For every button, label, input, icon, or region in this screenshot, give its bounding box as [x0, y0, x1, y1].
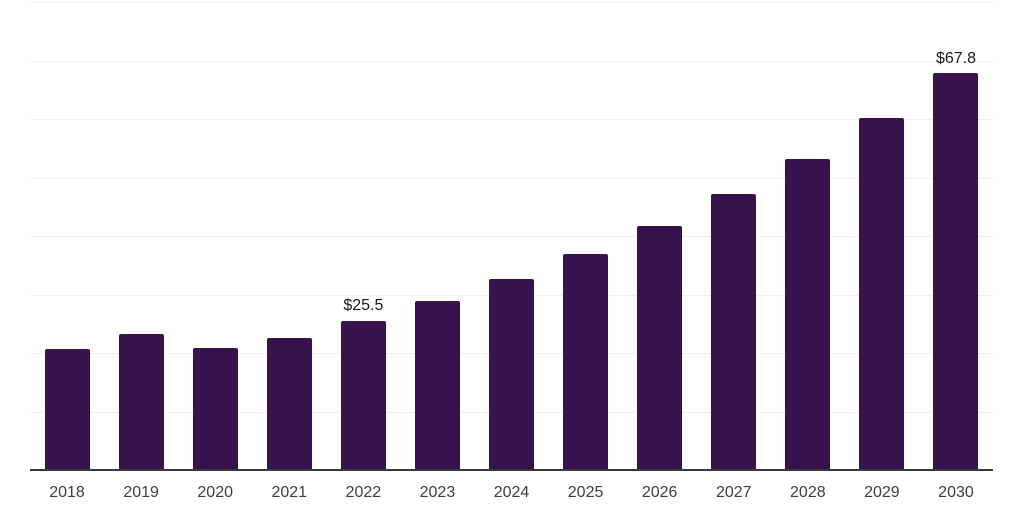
bar-2020: [192, 348, 238, 470]
bar-column-2030: $67.8: [919, 2, 993, 470]
bar-2018: [44, 348, 90, 470]
value-label-2022: $25.5: [343, 297, 384, 315]
bar-2028: [785, 158, 831, 470]
plot-area: $25.5 $67.8: [30, 2, 993, 470]
value-label-2030: $67.8: [935, 49, 976, 67]
bars-container: $25.5 $67.8: [30, 2, 993, 470]
gridline-y-40: [30, 236, 993, 237]
gridline-y-60: [30, 119, 993, 120]
bar-column-2028: [771, 2, 845, 470]
bar-2025: [563, 254, 609, 470]
x-tick-label-2030: 2030: [938, 484, 974, 501]
bar-column-2019: [104, 2, 178, 470]
bar-2021: [266, 338, 312, 470]
x-tick-label-2020: 2020: [197, 484, 233, 501]
x-tick-label-2021: 2021: [271, 484, 308, 501]
bar-column-2022: $25.5: [326, 2, 400, 470]
bar-2019: [118, 333, 164, 470]
x-tick-label-2018: 2018: [49, 484, 85, 501]
bar-2026: [637, 226, 683, 470]
bar-column-2025: [549, 2, 623, 470]
x-tick-label-2029: 2029: [864, 484, 900, 501]
bar-column-2024: [474, 2, 548, 470]
bar-column-2018: [30, 2, 104, 470]
bar-column-2027: [697, 2, 771, 470]
bar-2030: [933, 73, 979, 470]
x-tick-label-2022: 2022: [345, 484, 382, 501]
bar-2027: [711, 194, 757, 470]
x-axis-labels: 2018 2019 2020 2021 2022 2023 2024 2025 2026 2027…: [30, 483, 993, 502]
x-tick-label-2026: 2026: [641, 484, 678, 501]
bar-column-2020: [178, 2, 252, 470]
x-tick-label-2024: 2024: [493, 484, 530, 501]
gridline-y-80: [30, 2, 993, 3]
bar-2029: [859, 118, 905, 470]
bar-2023: [414, 300, 460, 470]
gridline-y-50: [30, 177, 993, 179]
bar-column-2026: [623, 2, 697, 470]
bar-2022: [340, 320, 386, 470]
bar-column-2023: [400, 2, 474, 470]
x-tick-label-2025: 2025: [567, 484, 604, 501]
bar-2024: [489, 279, 534, 470]
x-tick-label-2028: 2028: [790, 484, 826, 501]
bar-column-2029: [845, 2, 919, 470]
bar-column-2021: [252, 2, 326, 470]
x-tick-label-2027: 2027: [715, 484, 752, 501]
x-tick-label-2019: 2019: [123, 484, 159, 501]
x-tick-label-2023: 2023: [419, 484, 456, 501]
x-axis-line: [30, 469, 993, 471]
gridline-y-70: [30, 60, 993, 62]
